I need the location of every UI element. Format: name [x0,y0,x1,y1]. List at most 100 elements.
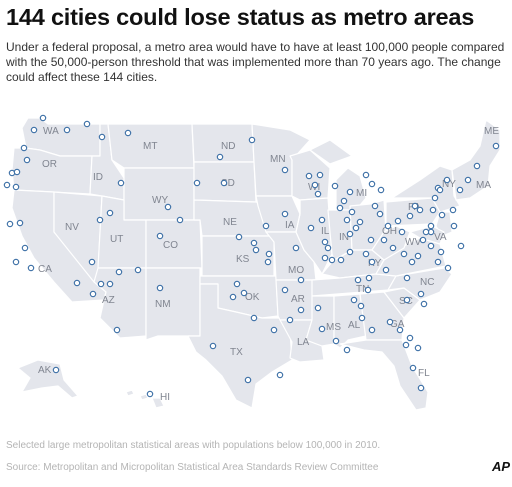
state-ks [201,235,275,277]
city-marker [431,194,439,202]
city-marker [281,210,289,218]
city-marker [417,290,425,298]
city-marker [6,220,14,228]
city-marker [473,162,481,170]
city-marker [396,326,404,334]
city-marker [83,120,91,128]
city-marker [403,296,411,304]
city-marker [368,180,376,188]
city-marker [356,218,364,226]
label-ne: NE [223,217,237,228]
city-marker [354,276,362,284]
label-in: IN [339,232,349,243]
city-marker [409,364,417,372]
city-marker [416,206,424,214]
city-marker [406,334,414,342]
city-marker [420,300,428,308]
city-marker [30,126,38,134]
city-marker [368,326,376,334]
city-marker [434,258,442,266]
city-marker [357,302,365,310]
city-marker [252,246,260,254]
city-marker [376,210,384,218]
city-marker [250,239,258,247]
city-marker [305,172,313,180]
city-marker [336,204,344,212]
city-marker [117,179,125,187]
city-marker [402,341,410,349]
label-nc: NC [420,277,434,288]
city-marker [292,244,300,252]
label-nm: NM [155,299,171,310]
city-marker [343,216,351,224]
label-or: OR [42,159,57,170]
city-marker [346,188,354,196]
label-ia: IA [285,220,295,231]
label-wy: WY [152,195,168,206]
label-ak: AK [38,365,52,376]
city-marker [464,176,472,184]
city-marker [193,179,201,187]
city-marker [286,316,294,324]
city-marker [350,296,358,304]
label-la: LA [297,337,310,348]
city-marker [406,212,414,220]
city-marker [414,344,422,352]
city-marker [311,181,319,189]
city-marker [262,222,270,230]
city-marker [437,248,445,256]
city-marker [362,250,370,258]
city-marker [400,250,408,258]
city-marker [97,280,105,288]
label-ut: UT [110,234,123,245]
city-marker [398,228,406,236]
headline: 144 cities could lose status as metro ar… [6,4,475,30]
state-new-england [451,119,501,201]
city-marker [27,264,35,272]
label-sd: SD [221,178,235,189]
city-marker [318,216,326,224]
source-line: Source: Metropolitan and Micropolitan St… [6,462,379,473]
city-marker [39,114,47,122]
city-marker [382,266,390,274]
city-marker [321,254,329,262]
city-marker [146,390,154,398]
city-marker [276,371,284,379]
label-ks: KS [236,254,250,265]
city-marker [270,326,278,334]
city-marker [12,183,20,191]
city-marker [384,222,392,230]
city-marker [457,242,465,250]
city-marker [318,325,326,333]
state-tx [187,283,293,409]
city-marker [233,280,241,288]
city-marker [216,153,224,161]
city-marker [244,376,252,384]
city-marker [307,224,315,232]
city-marker [365,274,373,282]
city-marker [419,236,427,244]
label-fl: FL [418,368,430,379]
city-marker [281,286,289,294]
city-marker [240,289,248,297]
city-marker [411,202,419,210]
city-marker [264,258,272,266]
city-marker [113,326,121,334]
label-tx: TX [230,347,243,358]
label-hi: HI [160,392,170,403]
city-marker [297,276,305,284]
city-marker [346,230,354,238]
city-marker [386,318,394,326]
city-marker [422,228,430,236]
state-wy [123,167,195,221]
city-marker [156,232,164,240]
city-marker [348,208,356,216]
label-co: CO [163,240,178,251]
city-marker [443,176,451,184]
label-ms: MS [326,322,341,333]
city-marker [364,286,372,294]
label-ga: GA [390,319,405,330]
city-marker [328,256,336,264]
city-marker [21,244,29,252]
city-marker [16,219,24,227]
